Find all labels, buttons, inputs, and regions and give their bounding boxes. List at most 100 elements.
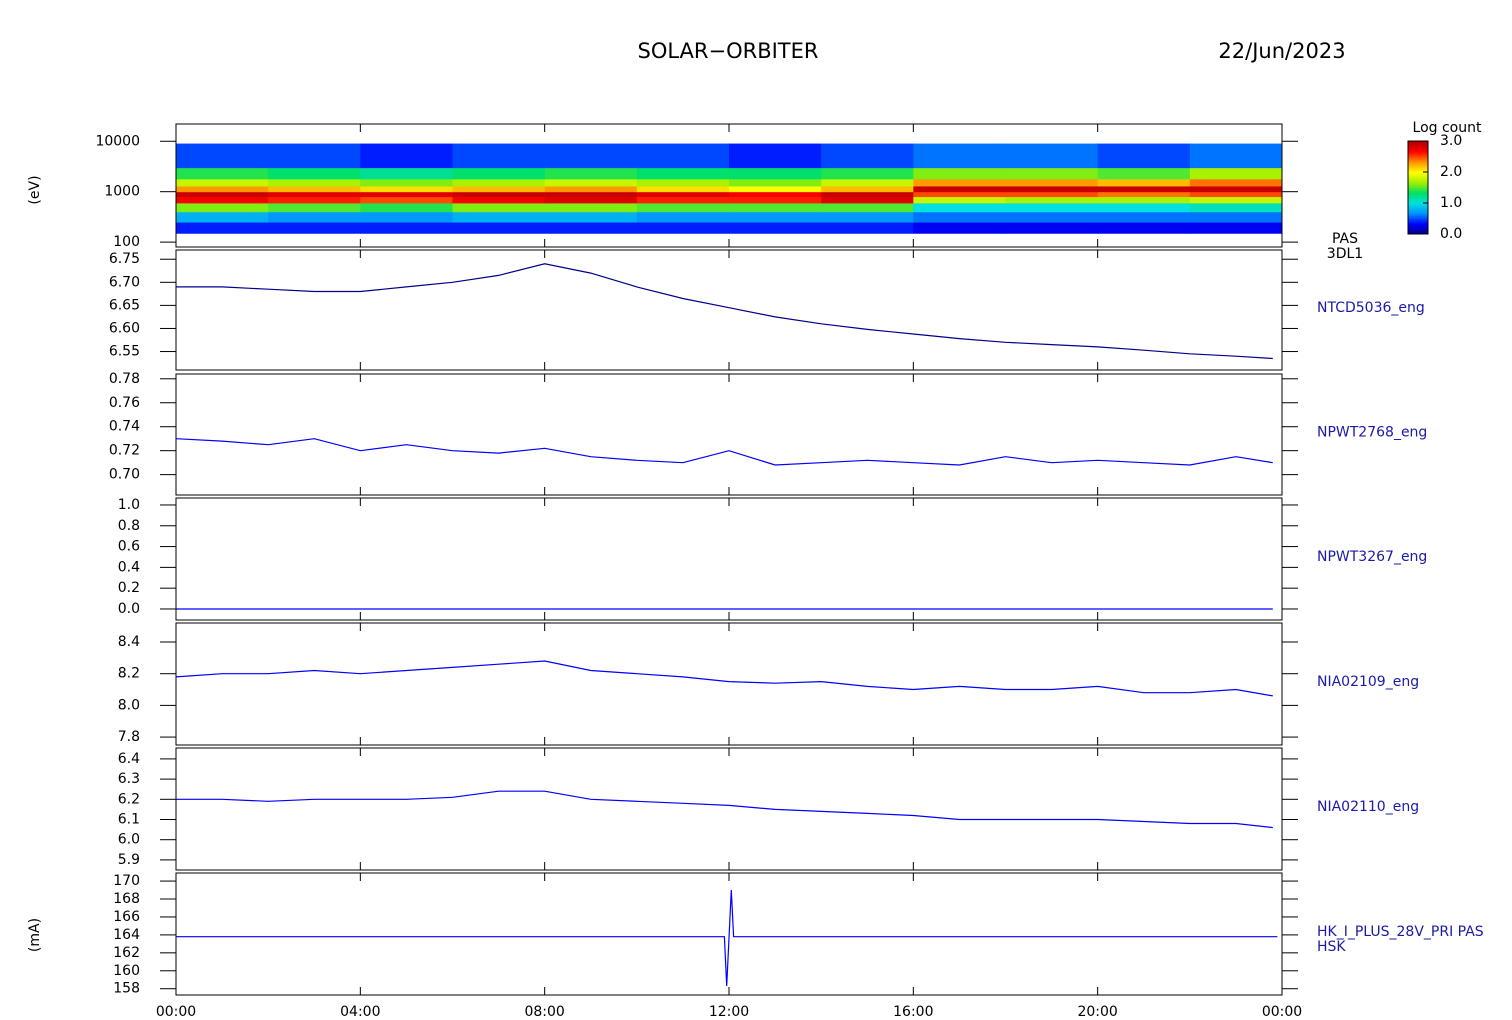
colorbar-segment	[1408, 154, 1428, 157]
y-tick-label: 10000	[95, 133, 140, 149]
y-tick-label: 0.4	[118, 559, 140, 575]
colorbar-tick-label: 2.0	[1440, 164, 1462, 180]
colorbar-tick-label: 0.0	[1440, 226, 1462, 242]
colorbar-segment	[1408, 170, 1428, 173]
colorbar-segment	[1408, 147, 1428, 150]
colorbar-title: Log count	[1413, 120, 1482, 136]
data-line	[176, 263, 1273, 360]
panel-label: HSK	[1317, 939, 1346, 955]
heatmap-cell	[452, 143, 546, 169]
heatmap-cell	[452, 222, 546, 234]
heatmap-cell	[1189, 196, 1283, 204]
heatmap-cell	[544, 191, 638, 198]
colorbar-segment	[1408, 159, 1428, 162]
colorbar-segment	[1408, 199, 1428, 202]
heatmap-cell	[268, 185, 361, 193]
heatmap-cell	[1097, 222, 1191, 234]
heatmap-cell	[452, 191, 546, 198]
heatmap-cell	[1097, 211, 1191, 223]
colorbar-segment	[1408, 179, 1428, 182]
colorbar-segment	[1408, 173, 1428, 176]
panel-label: PAS	[1332, 231, 1358, 247]
y-tick-label: 168	[113, 891, 140, 907]
heatmap-cell	[729, 222, 822, 234]
y-tick-label: 166	[113, 909, 140, 925]
heatmap-cell	[360, 143, 453, 169]
heatmap-cell	[544, 202, 638, 213]
heatmap-cell	[1189, 143, 1283, 169]
heatmap-cell	[176, 222, 269, 234]
heatmap-cell	[1097, 143, 1191, 169]
y-tick-label: 100	[113, 234, 140, 250]
heatmap-cell	[636, 178, 730, 187]
colorbar-segment	[1408, 203, 1428, 206]
y-tick-label: 170	[113, 873, 140, 889]
colorbar-segment	[1408, 150, 1428, 153]
heatmap-cell	[913, 196, 1006, 204]
colorbar-tick-label: 1.0	[1440, 195, 1462, 211]
heatmap-cell	[1189, 191, 1283, 198]
panel-frame	[175, 373, 1283, 496]
y-tick-label: 0.78	[109, 371, 140, 387]
colorbar-segment	[1408, 192, 1428, 195]
colorbar-segment	[1408, 201, 1428, 204]
colorbar-segment	[1408, 165, 1428, 168]
y-tick-label: 8.2	[118, 666, 140, 682]
colorbar-segment	[1408, 153, 1428, 156]
chart-title: SOLAR−ORBITER	[637, 39, 818, 63]
heatmap-cell	[729, 191, 822, 198]
colorbar-tick-label: 3.0	[1440, 133, 1462, 149]
colorbar-segment	[1408, 204, 1428, 207]
colorbar-segment	[1408, 145, 1428, 148]
y-axis-label: (mA)	[27, 918, 43, 952]
colorbar-segment	[1408, 151, 1428, 154]
heatmap-cell	[268, 211, 361, 223]
heatmap-cell	[452, 178, 546, 187]
y-tick-label: 158	[113, 981, 140, 997]
heatmap-cell	[268, 191, 361, 198]
y-tick-label: 6.60	[109, 320, 140, 336]
y-tick-label: 8.0	[118, 697, 140, 713]
colorbar-segment	[1408, 162, 1428, 165]
colorbar-segment	[1408, 212, 1428, 215]
colorbar-segment	[1408, 161, 1428, 164]
y-tick-label: 162	[113, 945, 140, 961]
heatmap-cell	[1005, 167, 1099, 180]
heatmap-cell	[913, 143, 1006, 169]
colorbar-segment	[1408, 175, 1428, 178]
heatmap-cell	[636, 185, 730, 193]
colorbar-segment	[1408, 187, 1428, 190]
colorbar-segment	[1408, 221, 1428, 224]
colorbar-segment	[1408, 176, 1428, 179]
heatmap-cell	[268, 178, 361, 187]
colorbar-segment	[1408, 158, 1428, 161]
heatmap-cell	[821, 167, 914, 180]
y-tick-label: 0.2	[118, 580, 140, 596]
heatmap-cell	[360, 167, 453, 180]
x-tick-label: 12:00	[709, 1004, 749, 1020]
heatmap-cell	[913, 202, 1006, 213]
colorbar-segment	[1408, 210, 1428, 213]
heatmap-cell	[821, 178, 914, 187]
y-tick-label: 0.74	[109, 419, 140, 435]
y-tick-label: 6.2	[118, 791, 140, 807]
data-line	[176, 790, 1273, 829]
heatmap-cell	[544, 196, 638, 204]
heatmap-cell	[913, 222, 1006, 234]
x-tick-label: 16:00	[893, 1004, 933, 1020]
colorbar-segment	[1408, 193, 1428, 196]
heatmap-cell	[452, 196, 546, 204]
x-tick-label: 00:00	[156, 1004, 196, 1020]
y-tick-label: 8.4	[118, 634, 140, 650]
heatmap-cell	[636, 222, 730, 234]
y-tick-label: 1000	[104, 184, 140, 200]
heatmap-cell	[268, 202, 361, 213]
heatmap-cell	[1005, 202, 1099, 213]
y-axis-label: (eV)	[27, 175, 43, 204]
heatmap-cell	[544, 167, 638, 180]
heatmap-cell	[176, 185, 269, 193]
heatmap-cell	[1189, 202, 1283, 213]
heatmap-cell	[636, 202, 730, 213]
panel-label: NIA02110_eng	[1317, 799, 1419, 815]
